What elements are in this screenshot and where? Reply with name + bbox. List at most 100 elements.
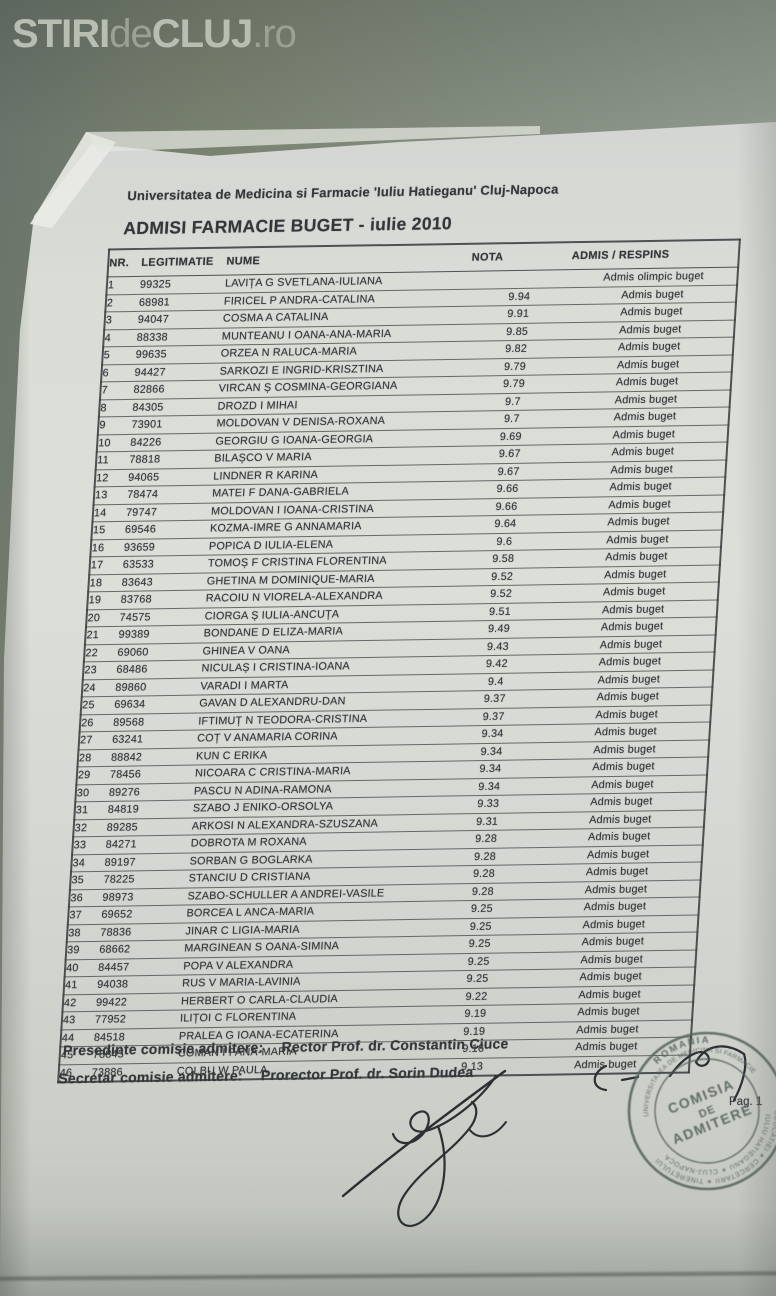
cell-nr: 28: [77, 748, 112, 767]
cell-nr: 24: [81, 678, 116, 697]
cell-nota: 9.82: [465, 339, 567, 359]
cell-nr: 22: [83, 643, 119, 662]
cell-nr: 14: [92, 503, 127, 522]
cell-legitimatie: 84457: [97, 957, 184, 977]
cell-nota: 9.66: [455, 497, 558, 517]
cell-nota: 9.66: [456, 479, 559, 499]
cell-legitimatie: 78818: [128, 450, 215, 469]
cell-legitimatie: 69546: [124, 520, 211, 539]
cell-nr: 25: [80, 696, 115, 715]
cell-legitimatie: 78474: [126, 485, 213, 504]
cell-nr: 9: [97, 416, 132, 435]
cell-nr: 27: [78, 731, 113, 750]
header-nota: NOTA: [470, 242, 573, 272]
cell-nota: 9.37: [444, 689, 546, 709]
cell-nota: 9.52: [451, 567, 553, 587]
cell-nota: 9.91: [467, 304, 569, 324]
cell-legitimatie: 78836: [99, 922, 186, 942]
cell-nota: 9.4: [445, 672, 547, 692]
cell-nr: 26: [79, 713, 114, 732]
cell-nr: 21: [84, 626, 120, 645]
cell-nr: 13: [93, 486, 128, 505]
cell-legitimatie: 94427: [134, 362, 221, 382]
cell-legitimatie: 82866: [133, 380, 220, 399]
cell-nota: 9.28: [434, 847, 536, 867]
cell-nota: 9.85: [466, 322, 568, 342]
cell-legitimatie: 84271: [105, 835, 192, 854]
cell-legitimatie: 99389: [118, 625, 205, 644]
cell-nr: 43: [61, 1011, 96, 1030]
cell-nota: 9.22: [425, 987, 528, 1007]
cell-legitimatie: 93659: [123, 537, 210, 557]
cell-nr: 42: [62, 993, 97, 1012]
cell-nr: 2: [105, 293, 140, 312]
signature-scribble: [593, 1045, 747, 1102]
cell-nota: 9.7: [462, 392, 564, 412]
cell-legitimatie: 84305: [131, 397, 219, 417]
president-label: Presedinte comisie admitere:: [62, 1039, 264, 1059]
results-table: NR. LEGITIMATIE NUME NOTA ADMIS / RESPIN…: [57, 238, 741, 1084]
cell-nota: 9.49: [448, 619, 550, 639]
cell-nr: 34: [71, 853, 106, 872]
cell-nr: 5: [102, 346, 137, 365]
cell-nota: 9.34: [440, 742, 543, 762]
cell-legitimatie: 89285: [106, 817, 193, 837]
cell-legitimatie: 69060: [116, 642, 204, 662]
cell-legitimatie: 84226: [129, 432, 216, 452]
cell-nr: 10: [96, 433, 131, 452]
cell-nota: 9.25: [426, 969, 529, 989]
cell-legitimatie: 99325: [139, 275, 226, 294]
cell-nr: 20: [86, 608, 121, 627]
cell-legitimatie: 68662: [98, 940, 185, 959]
cell-legitimatie: 99635: [135, 345, 222, 364]
cell-nr: 40: [64, 958, 99, 977]
wall-shadow: [0, 0, 776, 140]
cell-legitimatie: 94047: [137, 310, 224, 329]
cell-legitimatie: 89197: [104, 852, 191, 872]
cell-legitimatie: 78225: [103, 870, 190, 889]
cell-legitimatie: 77952: [94, 1010, 181, 1029]
watermark-part-de: de: [109, 12, 152, 56]
cell-nota: 9.42: [446, 654, 548, 674]
cell-nr: 39: [65, 941, 100, 960]
cell-nota: 9.34: [439, 759, 541, 779]
cell-legitimatie: 88338: [136, 327, 223, 347]
cell-legitimatie: 88842: [110, 747, 197, 767]
cell-nota: 9.31: [436, 812, 538, 832]
cell-nr: 30: [75, 783, 110, 802]
cell-nota: 9.37: [443, 707, 545, 727]
cell-legitimatie: 68486: [115, 660, 203, 679]
cell-nr: 18: [88, 573, 123, 592]
admission-committee-stamp: ROMANIA EDUCATIEI ✶ CERCETARII ✶ TINERET…: [626, 1028, 776, 1204]
cell-nota: 9.58: [452, 549, 554, 569]
cell-nota: 9.67: [458, 462, 560, 482]
cell-nota: 9.34: [438, 777, 540, 797]
cell-nota: 9.67: [459, 444, 561, 464]
cell-nota: [469, 269, 571, 289]
cell-nr: 31: [74, 801, 109, 820]
secretary-label: Secretar comisie admitere:: [57, 1067, 244, 1087]
cell-legitimatie: 79747: [125, 502, 212, 522]
cell-nota: 9.6: [453, 532, 555, 552]
cell-nota: 9.51: [449, 602, 551, 622]
cell-nota: 9.33: [437, 794, 539, 814]
cell-nota: 9.52: [450, 584, 552, 604]
cell-nr: 6: [101, 363, 136, 382]
cell-legitimatie: 99422: [95, 992, 182, 1012]
cell-nota: 9.94: [468, 287, 570, 307]
header-legitimatie: LEGITIMATIE: [140, 247, 228, 277]
cell-legitimatie: 89276: [108, 782, 195, 802]
cell-legitimatie: 94038: [96, 975, 183, 994]
cell-legitimatie: 98973: [101, 887, 189, 907]
cell-nr: 38: [66, 923, 101, 942]
signature-handwritten: [341, 1069, 507, 1228]
cell-nr: 32: [73, 818, 108, 837]
header-nr: NR.: [107, 248, 143, 277]
cell-nota: 9.25: [431, 899, 533, 919]
cell-nota: 9.34: [441, 724, 544, 744]
results-table-body: 1 99325 LAVIȚA G SVETLANA-IULIANA Admis …: [58, 267, 739, 1083]
cell-nota: 9.43: [447, 637, 549, 657]
cell-legitimatie: 63241: [111, 730, 198, 749]
watermark-part-stiri: STIRI: [12, 12, 110, 56]
